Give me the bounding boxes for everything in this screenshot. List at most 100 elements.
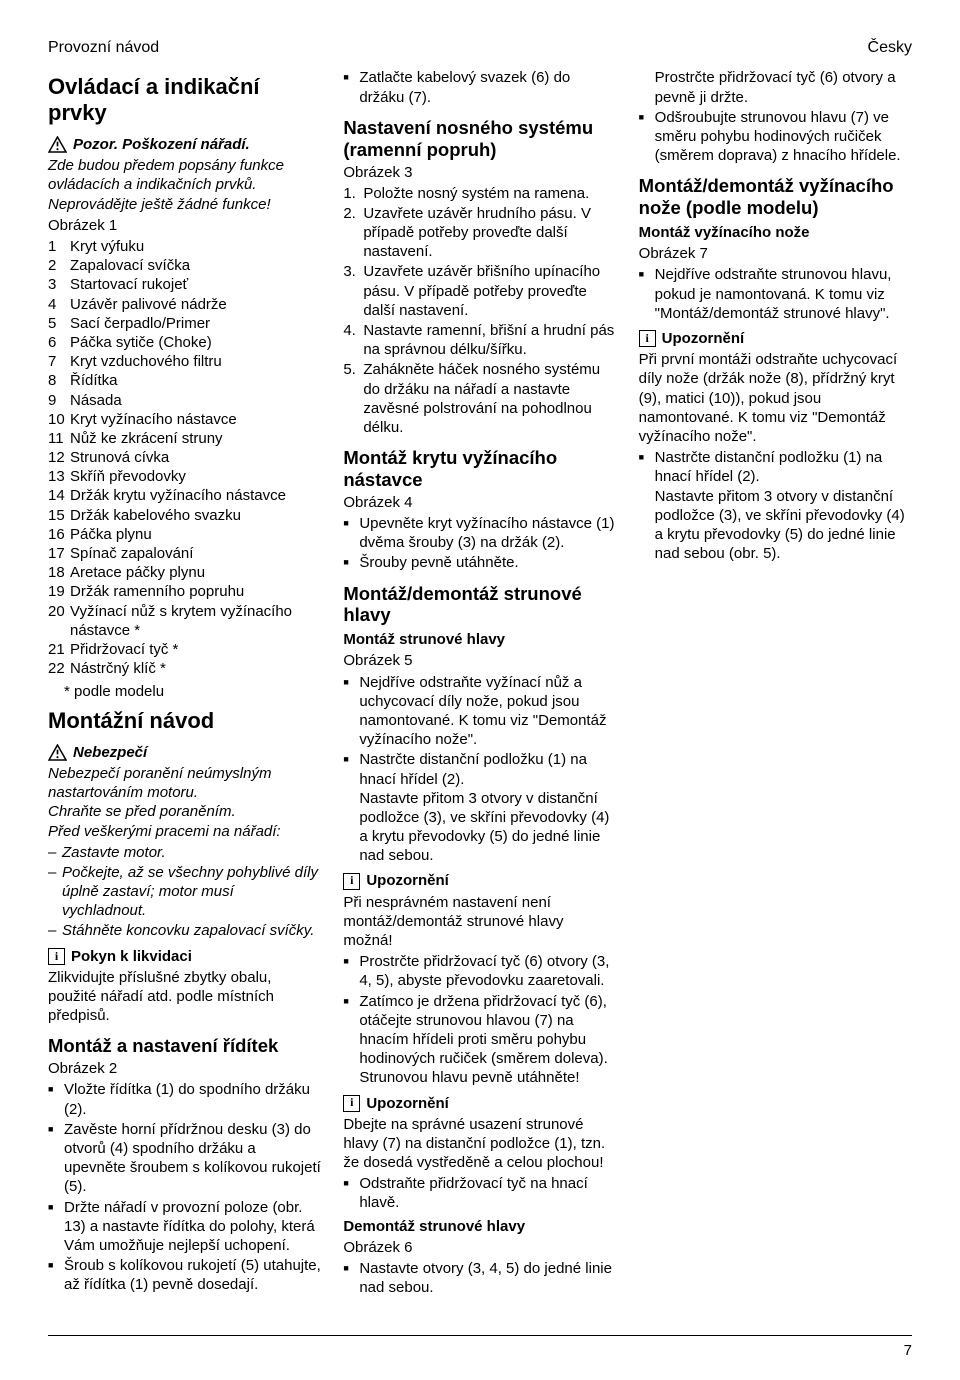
note-block-2: i Upozornění: [343, 1094, 616, 1113]
harness-list: 1.Položte nosný systém na ramena.2.Uzavř…: [343, 184, 616, 437]
blade-item: Nastrčte distanční podložku (1) na hnací…: [639, 448, 912, 563]
linehead-mount-list-3: Odstraňte přidržovací tyč na hnací hlavě…: [343, 1174, 616, 1212]
part-item: 8Řídítka: [48, 371, 321, 390]
heading-blade: Montáž/demontáž vyžínacího nože (podle m…: [639, 175, 912, 219]
heading-blade-mount: Montáž vyžínacího nože: [639, 223, 912, 242]
part-item: 13Skříň převodovky: [48, 467, 321, 486]
guard-item: Upevněte kryt vyžínacího nástavce (1) dv…: [343, 514, 616, 552]
page-number: 7: [904, 1341, 912, 1360]
harness-item: 5.Zahákněte háček nosného systému do drž…: [343, 360, 616, 437]
note-1-label: Upozornění: [366, 871, 449, 890]
linehead-item: Nastrčte distanční podložku (1) na hnací…: [343, 750, 616, 865]
disposal-label: Pokyn k likvidaci: [71, 947, 192, 966]
handlebars-item: Zatlačte kabelový svazek (6) do držáku (…: [343, 68, 616, 106]
heading-assembly: Montážní návod: [48, 708, 321, 733]
heading-guard: Montáž krytu vyžínacího nástavce: [343, 447, 616, 491]
part-item: 14Držák krytu vyžínacího nástavce: [48, 486, 321, 505]
caution-block: Pozor. Poškození nářadí.: [48, 135, 321, 154]
figure-3-label: Obrázek 3: [343, 163, 616, 182]
part-item: 12Strunová cívka: [48, 448, 321, 467]
parts-list: 1Kryt výfuku2Zapalovací svíčka3Startovac…: [48, 237, 321, 678]
part-item: 11Nůž ke zkrácení struny: [48, 429, 321, 448]
part-item: 5Sací čerpadlo/Primer: [48, 314, 321, 333]
heading-linehead-mount: Montáž strunové hlavy: [343, 630, 616, 649]
caution-label: Pozor. Poškození nářadí.: [73, 135, 250, 154]
info-icon: i: [48, 948, 65, 965]
linehead-item: Prostrčte přidržovací tyč (6) otvory (3,…: [343, 952, 616, 990]
figure-5-label: Obrázek 5: [343, 651, 616, 670]
part-item: 7Kryt vzduchového filtru: [48, 352, 321, 371]
heading-harness: Nastavení nosného systému (ramenní popru…: [343, 117, 616, 161]
header-left: Provozní návod: [48, 38, 159, 58]
figure-6-label: Obrázek 6: [343, 1238, 616, 1257]
heading-controls: Ovládací a indikační prvky: [48, 74, 321, 125]
part-item: 10Kryt vyžínacího nástavce: [48, 410, 321, 429]
blade-mount-list-1: Nejdříve odstraňte strunovou hlavu, poku…: [639, 265, 912, 323]
guard-list: Upevněte kryt vyžínacího nástavce (1) dv…: [343, 514, 616, 573]
footer-rule: [48, 1335, 912, 1336]
disposal-block: i Pokyn k likvidaci: [48, 947, 321, 966]
figure-7-label: Obrázek 7: [639, 244, 912, 263]
guard-item: Šrouby pevně utáhněte.: [343, 553, 616, 572]
part-item: 19Držák ramenního popruhu: [48, 582, 321, 601]
figure-2-label: Obrázek 2: [48, 1059, 321, 1078]
heading-handlebars: Montáž a nastavení řídítek: [48, 1035, 321, 1057]
disposal-text: Zlikvidujte příslušné zbytky obalu, použ…: [48, 968, 321, 1026]
header-right: Česky: [868, 38, 912, 58]
harness-item: 1.Položte nosný systém na ramena.: [343, 184, 616, 203]
handlebars-item: Vložte řídítka (1) do spodního držáku (2…: [48, 1080, 321, 1118]
part-item: 1Kryt výfuku: [48, 237, 321, 256]
danger-list: –Zastavte motor.–Počkejte, až se všechny…: [48, 843, 321, 941]
info-icon: i: [343, 873, 360, 890]
danger-label: Nebezpečí: [73, 743, 147, 762]
note-block-3: i Upozornění: [639, 329, 912, 348]
part-item: 3Startovací rukojeť: [48, 275, 321, 294]
info-icon: i: [639, 330, 656, 347]
danger-list-item: –Stáhněte koncovku zapalovací svíčky.: [48, 921, 321, 940]
note-3-text: Při první montáži odstraňte uchycovací d…: [639, 350, 912, 446]
blade-mount-list-2: Nastrčte distanční podložku (1) na hnací…: [639, 448, 912, 563]
linehead-item: Nejdříve odstraňte vyžínací nůž a uchyco…: [343, 673, 616, 750]
part-item: 9Násada: [48, 391, 321, 410]
part-item: 4Uzávěr palivové nádrže: [48, 295, 321, 314]
part-item: 2Zapalovací svíčka: [48, 256, 321, 275]
footnote-model: * podle modelu: [64, 682, 321, 701]
heading-linehead-remove: Demontáž strunové hlavy: [343, 1217, 616, 1236]
danger-list-item: –Počkejte, až se všechny pohyblivé díly …: [48, 863, 321, 921]
handlebars-item: Zavěste horní přídržnou desku (3) do otv…: [48, 1120, 321, 1197]
warning-triangle-icon: [48, 136, 67, 153]
part-item: 15Držák kabelového svazku: [48, 506, 321, 525]
intro-text: Zde budou předem popsány funkce ovládací…: [48, 156, 321, 214]
handlebars-item: Držte nářadí v provozní poloze (obr. 13)…: [48, 1198, 321, 1256]
danger-block: Nebezpečí: [48, 743, 321, 762]
harness-item: 3.Uzavřete uzávěr břišního upínacího pás…: [343, 262, 616, 320]
note-2-label: Upozornění: [366, 1094, 449, 1113]
part-item: 6Páčka sytiče (Choke): [48, 333, 321, 352]
part-item: 21Přidržovací tyč *: [48, 640, 321, 659]
part-item: 20Vyžínací nůž s krytem vyžínacího násta…: [48, 602, 321, 640]
note-block-1: i Upozornění: [343, 871, 616, 890]
figure-1-label: Obrázek 1: [48, 216, 321, 235]
info-icon: i: [343, 1095, 360, 1112]
linehead-mount-list-1: Nejdříve odstraňte vyžínací nůž a uchyco…: [343, 673, 616, 866]
blade-item: Nejdříve odstraňte strunovou hlavu, poku…: [639, 265, 912, 323]
part-item: 22Nástrčný klíč *: [48, 659, 321, 678]
harness-item: 4.Nastavte ramenní, břišní a hrudní pás …: [343, 321, 616, 359]
figure-4-label: Obrázek 4: [343, 493, 616, 512]
harness-item: 2.Uzavřete uzávěr hrudního pásu. V přípa…: [343, 204, 616, 262]
linehead-item: Zatímco je držena přidržovací tyč (6), o…: [343, 992, 616, 1088]
danger-text: Nebezpečí poranění neúmyslným nastartová…: [48, 764, 321, 841]
linehead-remove-item: Odšroubujte strunovou hlavu (7) ve směru…: [639, 108, 912, 166]
part-item: 17Spínač zapalování: [48, 544, 321, 563]
note-1-text: Při nesprávném nastavení není montáž/dem…: [343, 893, 616, 951]
warning-triangle-icon: [48, 744, 67, 761]
part-item: 18Aretace páčky plynu: [48, 563, 321, 582]
note-3-label: Upozornění: [662, 329, 745, 348]
linehead-mount-list-2: Prostrčte přidržovací tyč (6) otvory (3,…: [343, 952, 616, 1087]
linehead-item: Odstraňte přidržovací tyč na hnací hlavě…: [343, 1174, 616, 1212]
heading-linehead: Montáž/demontáž strunové hlavy: [343, 583, 616, 627]
part-item: 16Páčka plynu: [48, 525, 321, 544]
note-2-text: Dbejte na správné usazení strunové hlavy…: [343, 1115, 616, 1173]
handlebars-item: Šroub s kolíkovou rukojetí (5) utahujte,…: [48, 1256, 321, 1294]
danger-list-item: –Zastavte motor.: [48, 843, 321, 862]
